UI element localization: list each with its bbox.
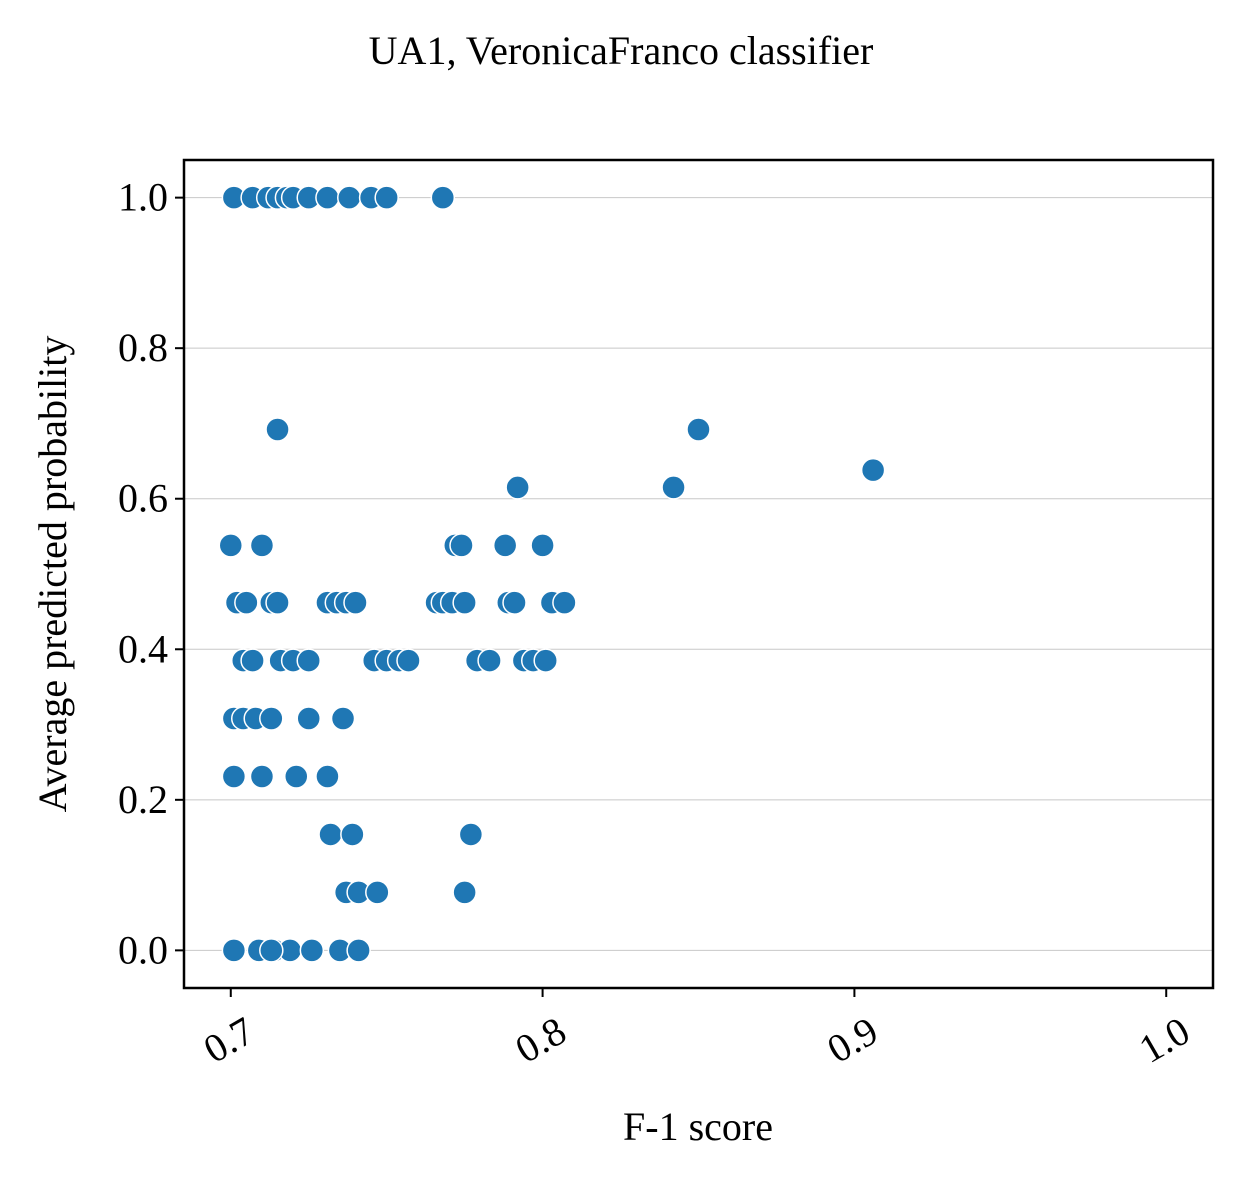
scatter-point xyxy=(315,764,340,789)
scatter-point xyxy=(661,475,686,500)
scatter-point xyxy=(249,533,275,558)
scatter-point xyxy=(343,590,368,615)
scatter-point xyxy=(337,185,362,210)
scatter-point xyxy=(533,648,558,673)
scatter-point xyxy=(530,533,555,558)
x-tick-label: 1.0 xyxy=(1131,1008,1197,1072)
scatter-point xyxy=(296,648,321,673)
y-tick-label: 0.0 xyxy=(118,927,168,972)
scatter-point xyxy=(340,822,365,847)
scatter-point xyxy=(552,590,577,615)
x-tick-label: 0.9 xyxy=(820,1008,886,1072)
y-tick-label: 1.0 xyxy=(118,175,168,220)
scatter-point xyxy=(346,938,371,963)
scatter-point xyxy=(218,533,244,558)
scatter-point xyxy=(365,880,390,905)
scatter-point xyxy=(396,648,421,673)
scatter-point xyxy=(259,706,284,731)
x-tick-label: 0.8 xyxy=(508,1008,574,1072)
y-tick-label: 0.8 xyxy=(118,325,168,370)
scatter-point xyxy=(477,648,502,673)
scatter-point xyxy=(318,822,343,847)
scatter-point xyxy=(492,533,518,558)
y-tick-label: 0.2 xyxy=(118,777,168,822)
scatter-point xyxy=(502,590,527,615)
scatter-point xyxy=(860,457,886,483)
scatter-point xyxy=(505,475,530,500)
y-tick-label: 0.6 xyxy=(118,476,168,521)
x-axis-ticks: 0.7 0.8 0.9 1.0 xyxy=(196,988,1197,1072)
y-axis-ticks: 0.0 0.2 0.4 0.6 0.8 1.0 xyxy=(118,175,184,972)
y-axis-label: Average predicted probability xyxy=(30,336,75,813)
scatter-point xyxy=(686,417,711,442)
x-axis-label: F-1 score xyxy=(623,1104,773,1149)
scatter-point xyxy=(449,533,474,558)
scatter-point xyxy=(315,185,340,210)
scatter-point xyxy=(265,590,290,615)
scatter-point xyxy=(299,938,325,963)
x-tick-label: 0.7 xyxy=(196,1008,262,1072)
scatter-point xyxy=(430,185,456,210)
scatter-point xyxy=(221,764,247,789)
scatter-point xyxy=(221,938,247,963)
scatter-point xyxy=(296,706,321,731)
scatter-point xyxy=(458,822,484,847)
scatter-point xyxy=(452,590,477,615)
scatter-point xyxy=(265,417,290,442)
scatter-point xyxy=(284,764,309,789)
scatter-point xyxy=(249,764,275,789)
scatter-point xyxy=(240,648,265,673)
scatter-point xyxy=(374,185,399,210)
scatter-point xyxy=(452,880,477,905)
scatter-point xyxy=(234,590,259,615)
chart-title: UA1, VeronicaFranco classifier xyxy=(369,28,874,73)
scatter-point xyxy=(259,938,284,963)
y-tick-label: 0.4 xyxy=(118,626,168,671)
data-points xyxy=(218,185,886,963)
scatter-point xyxy=(330,706,356,731)
plot-area-frame xyxy=(182,158,1215,990)
